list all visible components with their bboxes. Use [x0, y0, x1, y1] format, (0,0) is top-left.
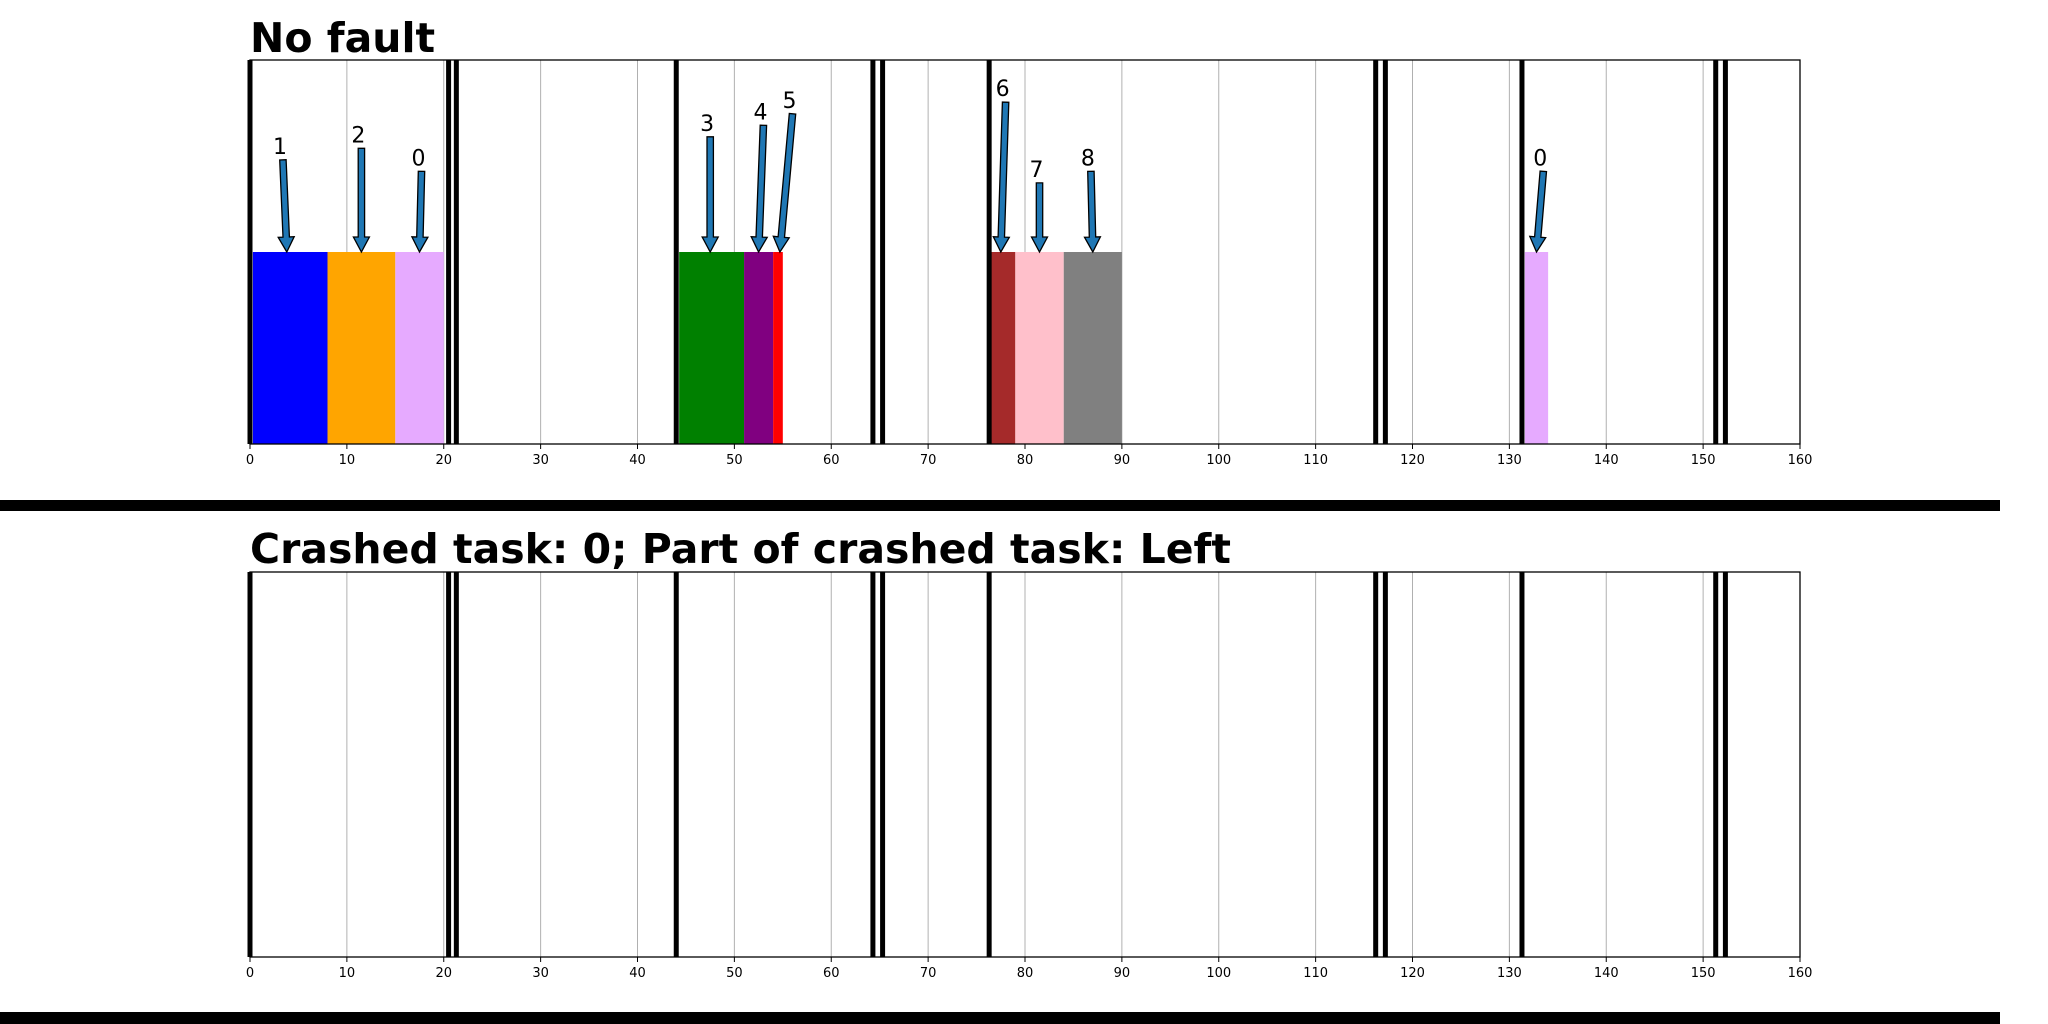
- x-tick-label: 20: [435, 966, 452, 981]
- x-tick-label: 0: [246, 966, 254, 981]
- annotation-label: 2: [351, 123, 365, 148]
- x-tick-label: 160: [1788, 966, 1813, 981]
- task-block: [1015, 252, 1064, 444]
- plot-area-0: 1 203 4 5 67 8 00 10 20 30 40 50 60 70 80 90 100 110 120 13…: [246, 59, 1813, 468]
- x-tick-label: 10: [339, 966, 356, 981]
- x-tick-label: 30: [532, 453, 549, 468]
- annotation-arrow: [352, 147, 371, 254]
- task-block: [773, 252, 783, 444]
- annotation-arrow: [1083, 170, 1102, 254]
- x-tick-label: 40: [629, 453, 646, 468]
- x-tick-label: 120: [1400, 966, 1425, 981]
- annotation-label: 0: [1533, 146, 1547, 171]
- task-block: [744, 252, 774, 444]
- page-margin: [2000, 0, 2048, 1024]
- x-tick-label: 150: [1691, 453, 1716, 468]
- x-tick-label: 80: [1017, 966, 1034, 981]
- annotation-label: 0: [411, 146, 425, 171]
- chart-title-crashed-task: Crashed task: 0; Part of crashed task: L…: [250, 525, 1231, 573]
- x-tick-label: 80: [1017, 453, 1034, 468]
- x-tick-label: 130: [1497, 966, 1522, 981]
- x-tick-label: 10: [339, 453, 356, 468]
- x-tick-label: 110: [1303, 966, 1328, 981]
- task-block: [679, 252, 745, 444]
- x-tick-label: 140: [1594, 966, 1619, 981]
- annotation-arrow: [701, 136, 720, 254]
- annotation-label: 8: [1081, 146, 1095, 171]
- task-block: [1524, 252, 1549, 444]
- annotation-arrow: [1030, 182, 1049, 254]
- x-tick-label: 100: [1206, 453, 1231, 468]
- task-block: [991, 252, 1016, 444]
- x-tick-label: 110: [1303, 453, 1328, 468]
- x-tick-label: 90: [1114, 966, 1131, 981]
- x-tick-label: 70: [920, 966, 937, 981]
- x-tick-label: 30: [532, 966, 549, 981]
- annotation-label: 4: [753, 100, 767, 125]
- x-tick-label: 60: [823, 966, 840, 981]
- panel-separator: [0, 500, 2000, 511]
- x-tick-label: 120: [1400, 453, 1425, 468]
- x-tick-label: 140: [1594, 453, 1619, 468]
- annotation-label: 5: [783, 89, 797, 114]
- x-tick-label: 60: [823, 453, 840, 468]
- x-tick-label: 0: [246, 453, 254, 468]
- x-tick-label: 100: [1206, 966, 1231, 981]
- x-tick-label: 50: [726, 453, 743, 468]
- annotation-arrow: [750, 124, 769, 254]
- x-tick-label: 90: [1114, 453, 1131, 468]
- task-block: [395, 252, 444, 444]
- x-tick-label: 20: [435, 453, 452, 468]
- annotation-arrow: [772, 112, 797, 254]
- x-tick-label: 150: [1691, 966, 1716, 981]
- x-tick-label: 70: [920, 453, 937, 468]
- annotation-label: 3: [700, 112, 714, 137]
- annotation-arrow: [1528, 170, 1548, 254]
- plot-area-1: 0 10 20 30 40 50 60 70 80 90 100 110 120 130 140 150 160: [246, 571, 1813, 981]
- panel-separator: [0, 1012, 2000, 1024]
- x-tick-label: 160: [1788, 453, 1813, 468]
- annotation-label: 7: [1030, 158, 1044, 183]
- task-block: [1063, 252, 1122, 444]
- x-tick-label: 50: [726, 966, 743, 981]
- annotation-arrow: [992, 101, 1011, 254]
- task-block: [252, 252, 328, 444]
- annotation-arrow: [277, 159, 296, 254]
- annotation-label: 1: [273, 135, 287, 160]
- annotation-arrow: [410, 170, 430, 254]
- annotation-label: 6: [996, 77, 1010, 102]
- x-tick-label: 40: [629, 966, 646, 981]
- x-tick-label: 130: [1497, 453, 1522, 468]
- chart-title-no-fault: No fault: [250, 14, 436, 62]
- task-block: [327, 252, 396, 444]
